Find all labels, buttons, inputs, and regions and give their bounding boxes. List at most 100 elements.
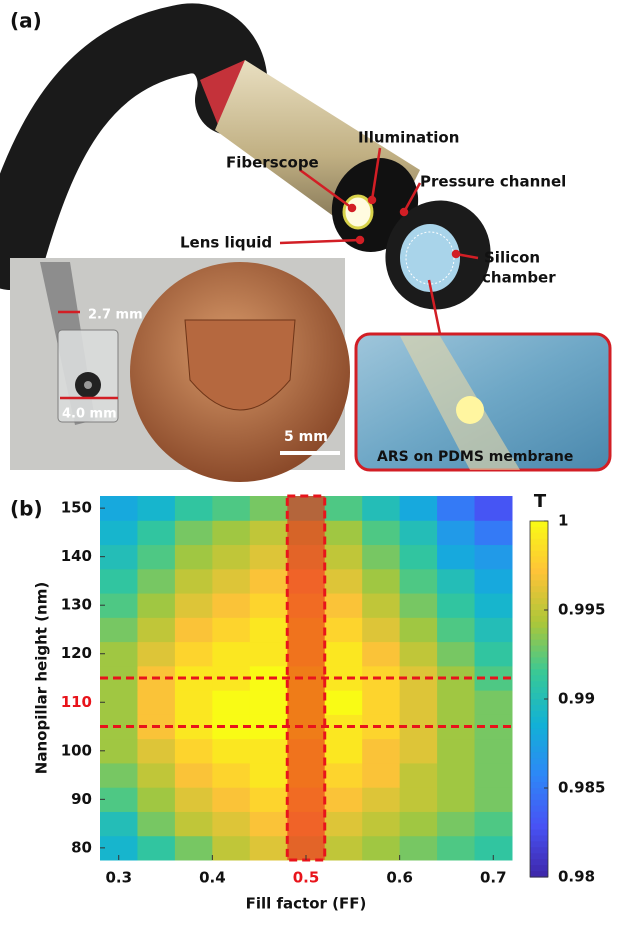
colorbar-segment [530,853,548,860]
heatmap-cell [400,690,438,715]
colorbar-segment [530,539,548,546]
heatmap-cell [250,617,288,642]
highlight-column [287,496,324,860]
colorbar-segment [530,610,548,617]
dimension: 2.7 mm [88,308,143,323]
heatmap-cell [212,642,250,667]
heatmap-cell [437,617,475,642]
heatmap-cell [175,617,213,642]
heatmap-cell [475,593,513,618]
heatmap-cell [325,714,363,739]
colorbar-segment [530,563,548,570]
heatmap-cell [400,545,438,570]
colorbar-segment [530,533,548,540]
heatmap-cell [250,739,288,764]
x-tick-label: 0.6 [386,869,413,887]
heatmap-cell [400,787,438,812]
heatmap-cell [475,569,513,594]
heatmap-cell [175,642,213,667]
heatmap-cell [475,763,513,788]
callout: Fiberscope [226,154,319,172]
heatmap-cell [437,739,475,764]
heatmap-cell [400,763,438,788]
colorbar-segment [530,687,548,694]
heatmap-cell [400,569,438,594]
heatmap-cell [325,520,363,545]
heatmap-cell [100,642,138,667]
heatmap-cell [362,787,400,812]
heatmap-cell [137,617,175,642]
colorbar-segment [530,776,548,783]
heatmap-cell [437,763,475,788]
heatmap-cell [212,836,250,861]
x-tick-label: 0.3 [105,869,132,887]
heatmap-cell [325,617,363,642]
x-tick-label: 0.5 [293,869,320,887]
heatmap-cell [325,690,363,715]
heatmap-cell [325,642,363,667]
colorbar-segment [530,800,548,807]
colorbar-segment [530,699,548,706]
heatmap-cell [212,763,250,788]
colorbar-segment [530,640,548,647]
colorbar-segment [530,741,548,748]
heatmap-cell [100,617,138,642]
colorbar-segment [530,752,548,759]
colorbar-segment [530,568,548,575]
heatmap-cell [325,593,363,618]
heatmap-cell [362,545,400,570]
heatmap-cell [437,569,475,594]
heatmap-cell [212,787,250,812]
colorbar-segment [530,592,548,599]
heatmap-cell [137,836,175,861]
heatmap-cell [325,569,363,594]
heatmap-cell [475,739,513,764]
heatmap-cell [362,763,400,788]
heatmap-cell [175,739,213,764]
heatmap-cell [250,569,288,594]
heatmap-cell [137,569,175,594]
colorbar-segment [530,711,548,718]
heatmap-cell [437,787,475,812]
heatmap-cell [100,520,138,545]
heatmap-cell [362,642,400,667]
colorbar-segment [530,521,548,528]
heatmap-cell [175,593,213,618]
callout: chamber [482,269,556,287]
heatmap-cell [212,593,250,618]
heatmap-cell [175,545,213,570]
heatmap-cell [175,569,213,594]
y-tick-label: 120 [61,644,92,662]
heatmap-cell [437,690,475,715]
heatmap-cell [400,520,438,545]
heatmap-cell [137,593,175,618]
colorbar-tick-label: 0.98 [558,868,595,886]
colorbar-segment [530,628,548,635]
heatmap-cell [175,811,213,836]
heatmap-cell [250,642,288,667]
heatmap-cell [137,763,175,788]
heatmap-cell [175,763,213,788]
colorbar-segment [530,746,548,753]
heatmap-cell [437,545,475,570]
colorbar-segment [530,580,548,587]
colorbar-segment [530,841,548,848]
heatmap-cell [212,690,250,715]
heatmap-cell [175,520,213,545]
heatmap-cell [362,520,400,545]
colorbar-segment [530,859,548,866]
heatmap-cell [475,690,513,715]
heatmap-cell [137,690,175,715]
x-axis-label: Fill factor (FF) [246,895,367,913]
heatmap-cell [437,642,475,667]
colorbar-label: T [534,491,547,512]
heatmap-cell [325,666,363,691]
heatmap-cell [400,836,438,861]
colorbar-segment [530,764,548,771]
colorbar-segment [530,735,548,742]
scale-bar-label: 5 mm [284,429,328,445]
colorbar-tick-label: 1 [558,512,568,530]
heatmap-cell [212,569,250,594]
colorbar-segment [530,527,548,534]
colorbar-segment [530,770,548,777]
